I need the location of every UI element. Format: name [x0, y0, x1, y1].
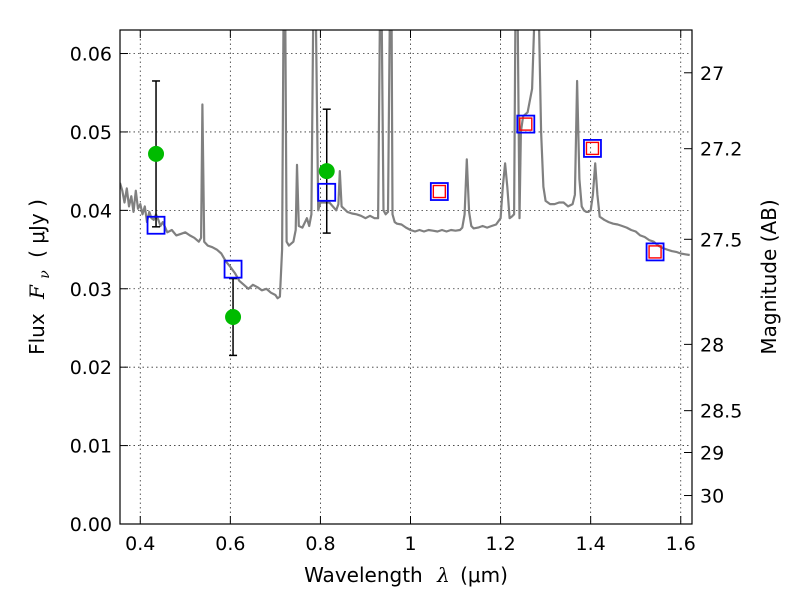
- data-points-layer: [146, 80, 665, 357]
- y-tick-label: 0.02: [70, 357, 112, 379]
- y-tick-label: 0.04: [70, 200, 112, 222]
- y2-tick-label: 28.5: [700, 401, 742, 423]
- x-tick-label: 0.6: [215, 533, 245, 555]
- observed-point: [148, 145, 165, 162]
- model-square: [146, 215, 166, 235]
- y-tick-label: 0.06: [70, 44, 112, 66]
- model-square: [583, 139, 602, 158]
- axis-ticks: 0.4 0.6 0.8 1 1.2 1.4 1.6 0.00 0.01 0.02 0.03 0.04 0…: [70, 30, 742, 555]
- y-axis-label-unit: ( μJy ): [25, 199, 49, 258]
- x-tick-label: 1.6: [666, 533, 696, 555]
- observed-point: [225, 308, 242, 325]
- grid-lines: [120, 30, 692, 525]
- y-axis-label-symbol: F: [25, 284, 49, 300]
- model-square: [429, 182, 449, 201]
- x-axis-label-text: Wavelength: [304, 563, 423, 587]
- y-axis-label: Flux F ν ( μJy ): [25, 199, 54, 355]
- y2-tick-label: 27: [700, 63, 724, 85]
- y-tick-label: 0.00: [70, 514, 112, 536]
- model-square: [516, 114, 536, 134]
- observed-point: [318, 163, 335, 180]
- y2-tick-label: 27.5: [700, 229, 742, 251]
- x-tick-label: 0.4: [125, 533, 155, 555]
- y2-tick-label: 29: [700, 442, 724, 464]
- x-axis-label-symbol: λ: [436, 563, 450, 587]
- x-tick-label: 1.2: [485, 533, 515, 555]
- plot-frame: [119, 29, 693, 525]
- x-axis-label: Wavelength λ (μm): [304, 563, 508, 587]
- spectrum-layer: [120, 30, 690, 300]
- y2-tick-label: 28: [700, 334, 724, 356]
- x-tick-label: 1.4: [576, 533, 606, 555]
- y2-tick-label: 27.2: [700, 139, 742, 161]
- y-tick-label: 0.03: [70, 279, 112, 301]
- model-inner-square: [432, 184, 447, 199]
- x-axis-label-unit: (μm): [460, 563, 508, 587]
- y-axis-label-text: Flux: [25, 313, 49, 355]
- model-inner-square: [648, 245, 662, 259]
- model-square: [223, 259, 243, 279]
- y2-axis-label: Magnitude (AB): [757, 199, 781, 354]
- spectrum-line: [120, 30, 690, 300]
- y-axis-label-subscript: ν: [37, 270, 53, 279]
- model-square: [317, 182, 337, 202]
- x-tick-label: 0.8: [305, 533, 335, 555]
- x-tick-label: 1: [404, 533, 416, 555]
- y-tick-label: 0.05: [70, 122, 112, 144]
- model-inner-square: [519, 117, 533, 131]
- y-tick-label: 0.01: [70, 436, 112, 458]
- y2-tick-label: 30: [700, 486, 724, 508]
- model-inner-square: [585, 141, 600, 156]
- model-square: [645, 242, 665, 262]
